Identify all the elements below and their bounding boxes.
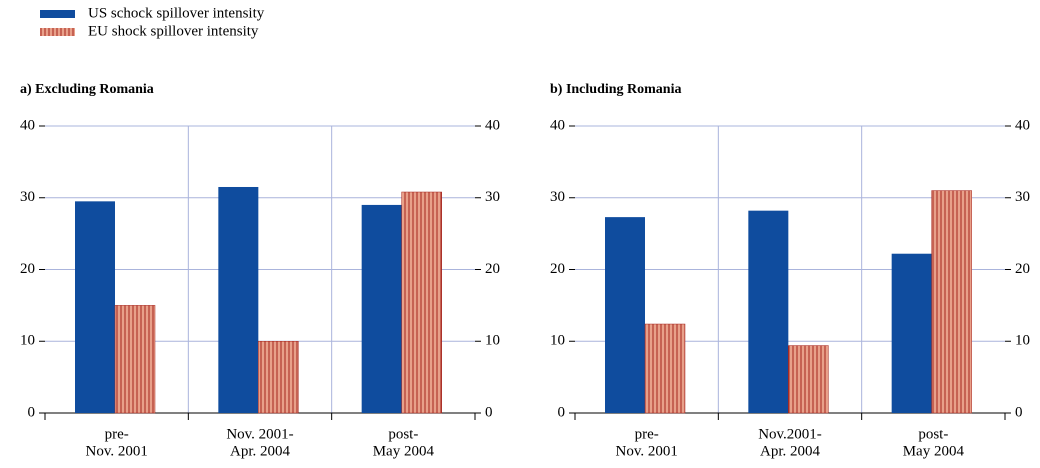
x-tick-label: post- <box>918 426 948 442</box>
y2-tick-label: 20 <box>485 261 500 277</box>
y2-tick-label: 30 <box>485 189 500 205</box>
y2-tick-label: 40 <box>485 117 500 133</box>
x-tick-label: Nov. 2001 <box>615 443 677 459</box>
x-tick-label: Nov. 2001 <box>85 443 147 459</box>
x-tick-label: Apr. 2004 <box>230 443 291 459</box>
y-tick-label: 30 <box>20 189 35 205</box>
bar <box>218 186 259 413</box>
y-tick-label: 0 <box>558 404 566 420</box>
y-tick-label: 20 <box>20 261 35 277</box>
bar <box>75 201 115 413</box>
bar <box>114 305 156 414</box>
y-tick-label: 10 <box>550 333 565 349</box>
bar <box>258 341 299 414</box>
y-tick-label: 0 <box>28 404 36 420</box>
x-tick-label: pre- <box>105 426 129 442</box>
y2-tick-label: 0 <box>1015 404 1023 420</box>
y2-tick-label: 0 <box>485 404 493 420</box>
y-tick-label: 10 <box>20 333 35 349</box>
x-tick-label: post- <box>388 426 418 442</box>
chart-title: b) Including Romania <box>550 82 681 97</box>
y2-tick-label: 30 <box>1015 189 1030 205</box>
y2-tick-label: 10 <box>485 333 500 349</box>
y-tick-label: 40 <box>20 117 35 133</box>
bar <box>788 345 829 414</box>
bar <box>931 190 972 414</box>
x-tick-label: May 2004 <box>373 443 435 459</box>
chart-title: a) Excluding Romania <box>20 82 154 97</box>
y2-tick-label: 20 <box>1015 261 1030 277</box>
legend-label: US schock spillover intensity <box>88 5 265 21</box>
y-tick-label: 40 <box>550 117 565 133</box>
y-tick-label: 20 <box>550 261 565 277</box>
y2-tick-label: 40 <box>1015 117 1030 133</box>
legend-label: EU shock spillover intensity <box>88 23 259 39</box>
x-tick-label: Nov.2001- <box>758 426 822 442</box>
x-tick-label: May 2004 <box>903 443 965 459</box>
bar <box>891 253 932 413</box>
legend-swatch <box>40 28 75 36</box>
y2-tick-label: 10 <box>1015 333 1030 349</box>
bar <box>605 217 645 413</box>
bar <box>361 204 402 413</box>
x-tick-label: pre- <box>635 426 659 442</box>
y-tick-label: 30 <box>550 189 565 205</box>
x-tick-label: Nov. 2001- <box>226 426 293 442</box>
x-tick-label: Apr. 2004 <box>760 443 821 459</box>
legend-swatch <box>40 10 75 18</box>
bar <box>401 191 442 414</box>
bar <box>748 210 789 413</box>
bar <box>644 323 686 414</box>
